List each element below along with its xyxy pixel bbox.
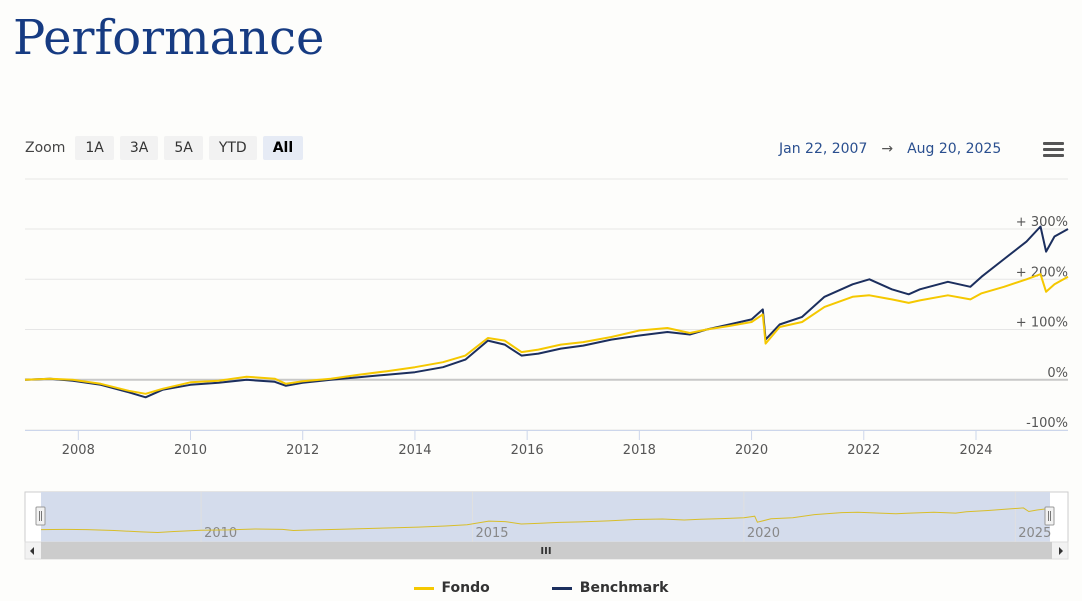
navigator-left-handle[interactable]: [35, 506, 46, 526]
legend-item-fondo[interactable]: Fondo: [413, 580, 490, 596]
zoom-ytd-button[interactable]: YTD: [208, 136, 257, 160]
navigator-tick-label: 2025: [1018, 526, 1051, 541]
x-axis: 2008 2010 2012 2014 2016 2018 2020 2022 2024: [25, 430, 1068, 458]
navigator-tick-label: 2010: [204, 526, 237, 541]
navigator-right-handle[interactable]: [1044, 506, 1055, 526]
y-tick-label: + 100%: [1016, 316, 1068, 331]
range-from-input[interactable]: Jan 22, 2007: [779, 141, 868, 157]
x-tick-label: 2010: [174, 443, 207, 458]
scrollbar-grip: III: [540, 546, 551, 557]
y-tick-label: + 200%: [1016, 265, 1068, 280]
y-axis-labels: + 300% + 200% + 100% 0% -100%: [1016, 215, 1068, 431]
navigator-tick-label: 2020: [747, 526, 780, 541]
x-tick-label: 2012: [286, 443, 319, 458]
navigator-tick-label: 2015: [475, 526, 508, 541]
x-tick-label: 2022: [847, 443, 880, 458]
y-tick-label: + 300%: [1016, 215, 1068, 230]
grid-lines: [25, 228, 1068, 431]
x-tick-label: 2020: [735, 443, 768, 458]
series-line-fondo: [24, 273, 1069, 395]
page-title: Performance: [13, 10, 325, 66]
x-tick-label: 2008: [62, 443, 95, 458]
zoom-3a-button[interactable]: 3A: [119, 136, 159, 160]
scroll-left-arrow-icon[interactable]: [30, 547, 34, 555]
zoom-bar: Zoom 1A 3A 5A YTD All: [25, 136, 304, 160]
zoom-1a-button[interactable]: 1A: [75, 136, 114, 160]
scroll-right-arrow-icon[interactable]: [1059, 547, 1063, 555]
hamburger-icon[interactable]: [1043, 142, 1064, 158]
range-to-input[interactable]: Aug 20, 2025: [907, 141, 1002, 157]
x-tick-label: 2014: [398, 443, 431, 458]
legend-item-benchmark[interactable]: Benchmark: [551, 580, 669, 596]
navigator-series-line: [40, 507, 1051, 534]
legend-label-fondo: Fondo: [441, 580, 490, 596]
navigator-selection[interactable]: [41, 492, 1050, 542]
series-lines: [24, 225, 1069, 399]
zoom-label: Zoom: [25, 140, 66, 156]
legend-swatch-fondo: [413, 586, 434, 590]
legend-label-benchmark: Benchmark: [579, 580, 669, 596]
y-tick-label: 0%: [1047, 366, 1068, 381]
navigator[interactable]: 2010 2015 2020 2025: [24, 491, 1069, 543]
x-tick-label: 2024: [959, 443, 992, 458]
x-tick-label: 2018: [623, 443, 656, 458]
scrollbar-thumb[interactable]: [41, 542, 1052, 559]
legend-swatch-benchmark: [551, 586, 572, 590]
zoom-all-button[interactable]: All: [262, 136, 304, 160]
range-arrow: →: [881, 141, 894, 157]
scrollbar[interactable]: III: [24, 541, 1069, 560]
x-tick-label: 2016: [511, 443, 544, 458]
zoom-5a-button[interactable]: 5A: [164, 136, 203, 160]
series-line-benchmark: [24, 225, 1069, 399]
legend: Fondo Benchmark: [0, 580, 1082, 596]
date-range: Jan 22, 2007 → Aug 20, 2025: [779, 141, 1001, 157]
y-tick-label: -100%: [1026, 416, 1068, 431]
